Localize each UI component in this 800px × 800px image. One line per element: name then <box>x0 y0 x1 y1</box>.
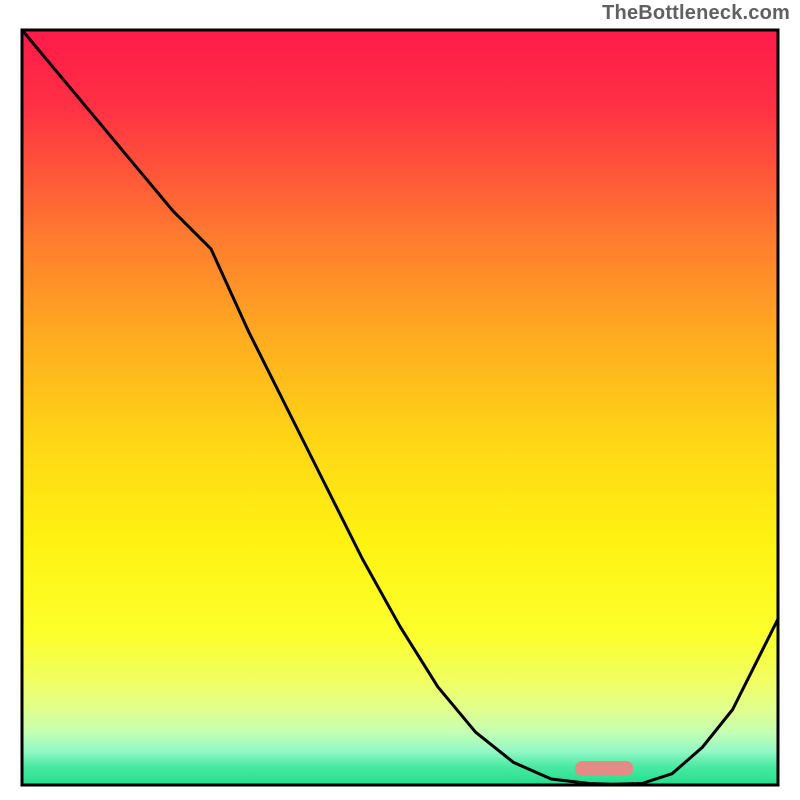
watermark-text: TheBottleneck.com <box>602 2 790 25</box>
plot-background <box>22 30 778 785</box>
bottleneck-chart <box>0 0 800 800</box>
chart-container: TheBottleneck.com <box>0 0 800 800</box>
optimal-marker-bar <box>575 761 633 776</box>
